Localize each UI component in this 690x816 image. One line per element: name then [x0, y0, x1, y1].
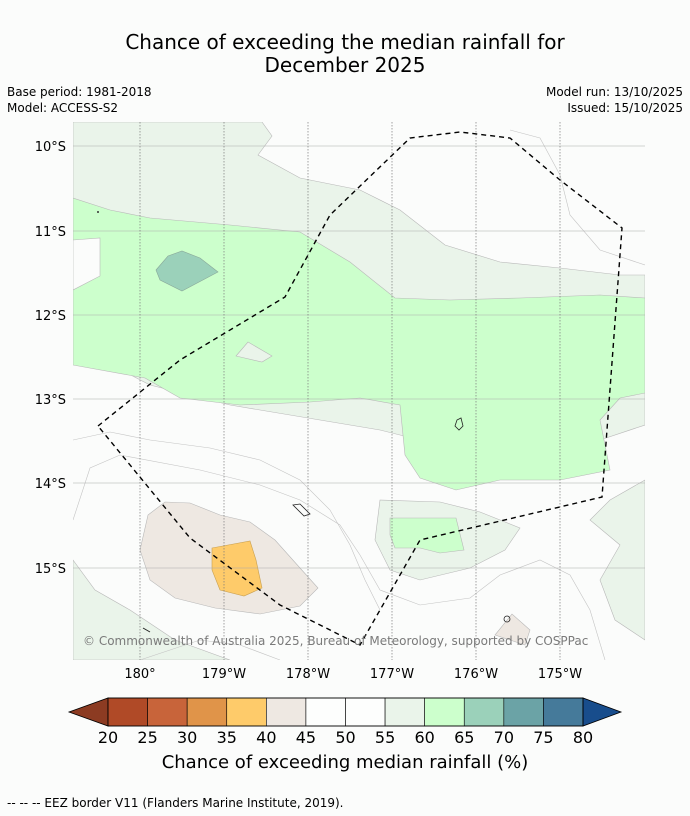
colorbar-label: 60 — [414, 728, 435, 747]
latitude-label: 13°S — [35, 393, 66, 408]
colorbar-label: 45 — [295, 728, 317, 747]
longitude-label: 178°W — [286, 667, 330, 682]
colorbar-label: 50 — [335, 728, 356, 747]
island-outline — [454, 417, 464, 431]
map-title: Chance of exceeding the median rainfall … — [0, 31, 690, 77]
colorbar-cells — [107, 697, 584, 727]
latitude-gridlines — [73, 145, 645, 569]
latitude-label: 15°S — [35, 562, 66, 577]
colorbar — [67, 697, 623, 727]
colorbar-label: 20 — [97, 728, 119, 747]
latitude-label: 12°S — [35, 309, 66, 324]
colorbar-cell — [226, 697, 267, 727]
eez-border — [97, 131, 623, 646]
title-line-1: Chance of exceeding the median rainfall … — [125, 30, 565, 54]
colorbar-cell — [424, 697, 465, 727]
meta-right: Model run: 13/10/2025 Issued: 15/10/2025 — [546, 84, 683, 116]
longitude-gridlines — [139, 122, 561, 660]
longitude-label: 176°W — [454, 667, 498, 682]
contour-band-55-60-lower — [73, 559, 231, 660]
rainfall-map — [73, 122, 645, 660]
colorbar-low-arrow — [67, 697, 109, 727]
contour-line-right — [509, 129, 645, 266]
model-name: Model: ACCESS-S2 — [7, 101, 119, 115]
colorbar-cell — [543, 697, 584, 727]
island-outline-4 — [142, 627, 151, 633]
colorbar-label: 35 — [216, 728, 237, 747]
contour-line-45 — [73, 431, 381, 611]
contour-patch-60-65 — [389, 517, 465, 554]
colorbar-cell — [463, 697, 505, 727]
colorbar-label: 80 — [572, 728, 594, 747]
latitude-labels: 10°S 11°S 12°S 13°S 14°S 15°S — [35, 140, 66, 577]
colorbar-cell — [186, 697, 228, 727]
longitude-label: 177°W — [370, 667, 414, 682]
contour-band-40-45-small — [494, 613, 531, 646]
colorbar-high-arrow — [582, 697, 623, 727]
issued-date: Issued: 15/10/2025 — [567, 101, 683, 115]
latitude-label: 14°S — [35, 477, 66, 492]
contour-line-bottom — [139, 639, 281, 660]
latitude-label: 10°S — [35, 140, 66, 155]
longitude-labels: 180° 179°W 178°W 177°W 176°W 175°W — [124, 667, 582, 682]
model-run: Model run: 13/10/2025 — [545, 85, 683, 99]
eez-legend: -- -- -- EEZ border V11 (Flanders Marine… — [7, 796, 344, 810]
colorbar-label: 25 — [137, 728, 158, 747]
title-line-2: December 2025 — [264, 53, 426, 77]
colorbar-cell — [107, 697, 148, 727]
contour-band-65-70 — [155, 250, 219, 292]
contour-island-55 — [73, 237, 101, 291]
colorbar-title: Chance of exceeding median rainfall (%) — [161, 752, 529, 773]
colorbar-frame — [107, 697, 584, 727]
colorbar-label: 30 — [176, 728, 198, 747]
island-outline-3 — [503, 615, 511, 623]
meta-left: Base period: 1981-2018 Model: ACCESS-S2 — [7, 84, 152, 116]
longitude-label: 180° — [124, 667, 155, 682]
colorbar-label: 65 — [454, 728, 475, 747]
colorbar-cell — [266, 697, 307, 727]
contour-band-55-60-right — [589, 479, 645, 641]
longitude-label: 175°W — [538, 667, 582, 682]
contour-island-55b — [235, 341, 273, 363]
colorbar-cell — [305, 697, 346, 727]
colorbar-cell — [503, 697, 544, 727]
colorbar-cell — [345, 697, 386, 727]
longitude-label: 179°W — [202, 667, 246, 682]
island-outline-2 — [292, 503, 311, 517]
latitude-label: 11°S — [35, 225, 66, 240]
contour-line-50 — [73, 454, 606, 660]
colorbar-cell — [384, 697, 425, 727]
colorbar-label: 75 — [533, 728, 554, 747]
colorbar-label: 70 — [493, 728, 514, 747]
copyright-notice: © Commonwealth of Australia 2025, Bureau… — [83, 634, 588, 648]
colorbar-label: 40 — [256, 728, 277, 747]
small-dot — [97, 211, 99, 213]
colorbar-cell — [147, 697, 188, 727]
base-period: Base period: 1981-2018 — [7, 85, 152, 99]
colorbar-label: 55 — [374, 728, 396, 747]
